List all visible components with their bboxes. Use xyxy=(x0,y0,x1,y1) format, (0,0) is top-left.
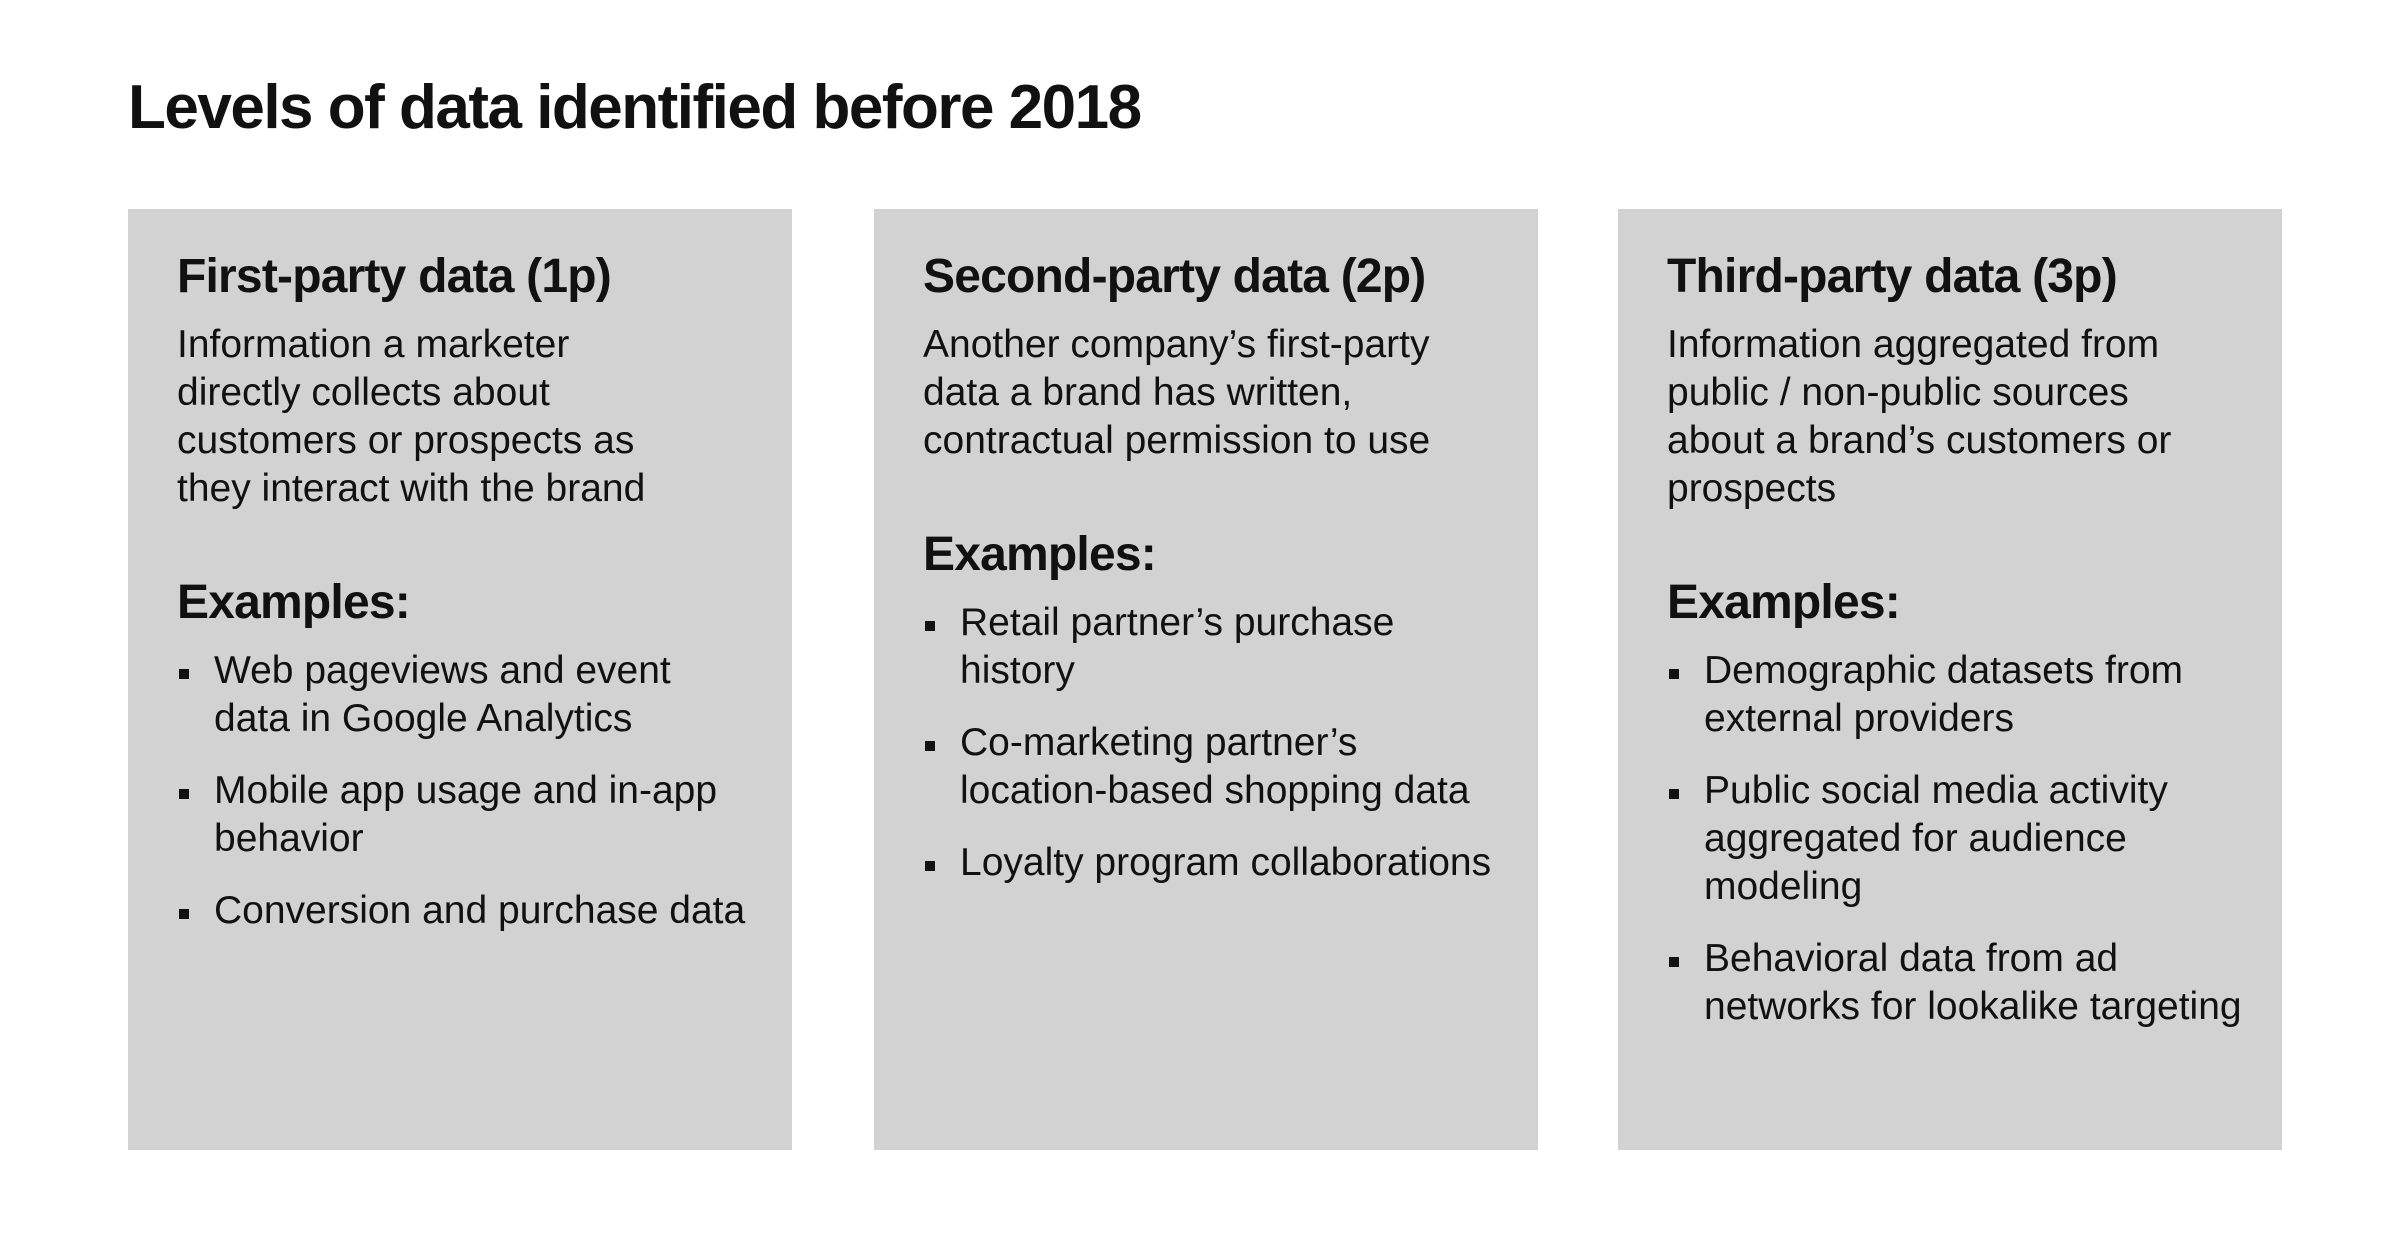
example-item: Public social media activity aggregated … xyxy=(1667,767,2244,911)
card-heading: First-party data (1p) xyxy=(177,250,612,303)
examples-heading: Examples: xyxy=(1667,576,1901,629)
card-description: Information a marketer directly collects… xyxy=(177,323,646,510)
examples-heading: Examples: xyxy=(177,576,411,629)
examples-list: Retail partner’s purchase history Co-mark… xyxy=(923,599,1498,887)
card-heading: Second-party data (2p) xyxy=(923,250,1426,303)
card: Second-party data (2p) Another company’s … xyxy=(874,209,1538,1150)
card-heading: Third-party data (3p) xyxy=(1667,250,2118,303)
example-item: Behavioral data from ad networks for loo… xyxy=(1667,935,2244,1031)
card-description: Another company’s first-party data a bra… xyxy=(923,323,1431,462)
example-item: Loyalty program collaborations xyxy=(923,839,1500,887)
example-item: Conversion and purchase data xyxy=(177,887,754,935)
examples-list: Demographic datasets from external provi… xyxy=(1667,647,2242,1031)
examples-heading: Examples: xyxy=(923,528,1157,581)
examples-list: Web pageviews and event data in Google A… xyxy=(177,647,752,935)
card-description: Information aggregated from public / non… xyxy=(1667,323,2172,510)
example-item: Demographic datasets from external provi… xyxy=(1667,647,2244,743)
example-item: Co-marketing partner’s location-based sh… xyxy=(923,719,1500,815)
example-item: Retail partner’s purchase history xyxy=(923,599,1500,695)
example-item: Web pageviews and event data in Google A… xyxy=(177,647,754,743)
example-item: Mobile app usage and in-app behavior xyxy=(177,767,754,863)
page-title: Levels of data identified before 2018 xyxy=(128,73,1142,142)
card: Third-party data (3p) Information aggrega… xyxy=(1618,209,2282,1150)
card: First-party data (1p) Information a marke… xyxy=(128,209,792,1150)
